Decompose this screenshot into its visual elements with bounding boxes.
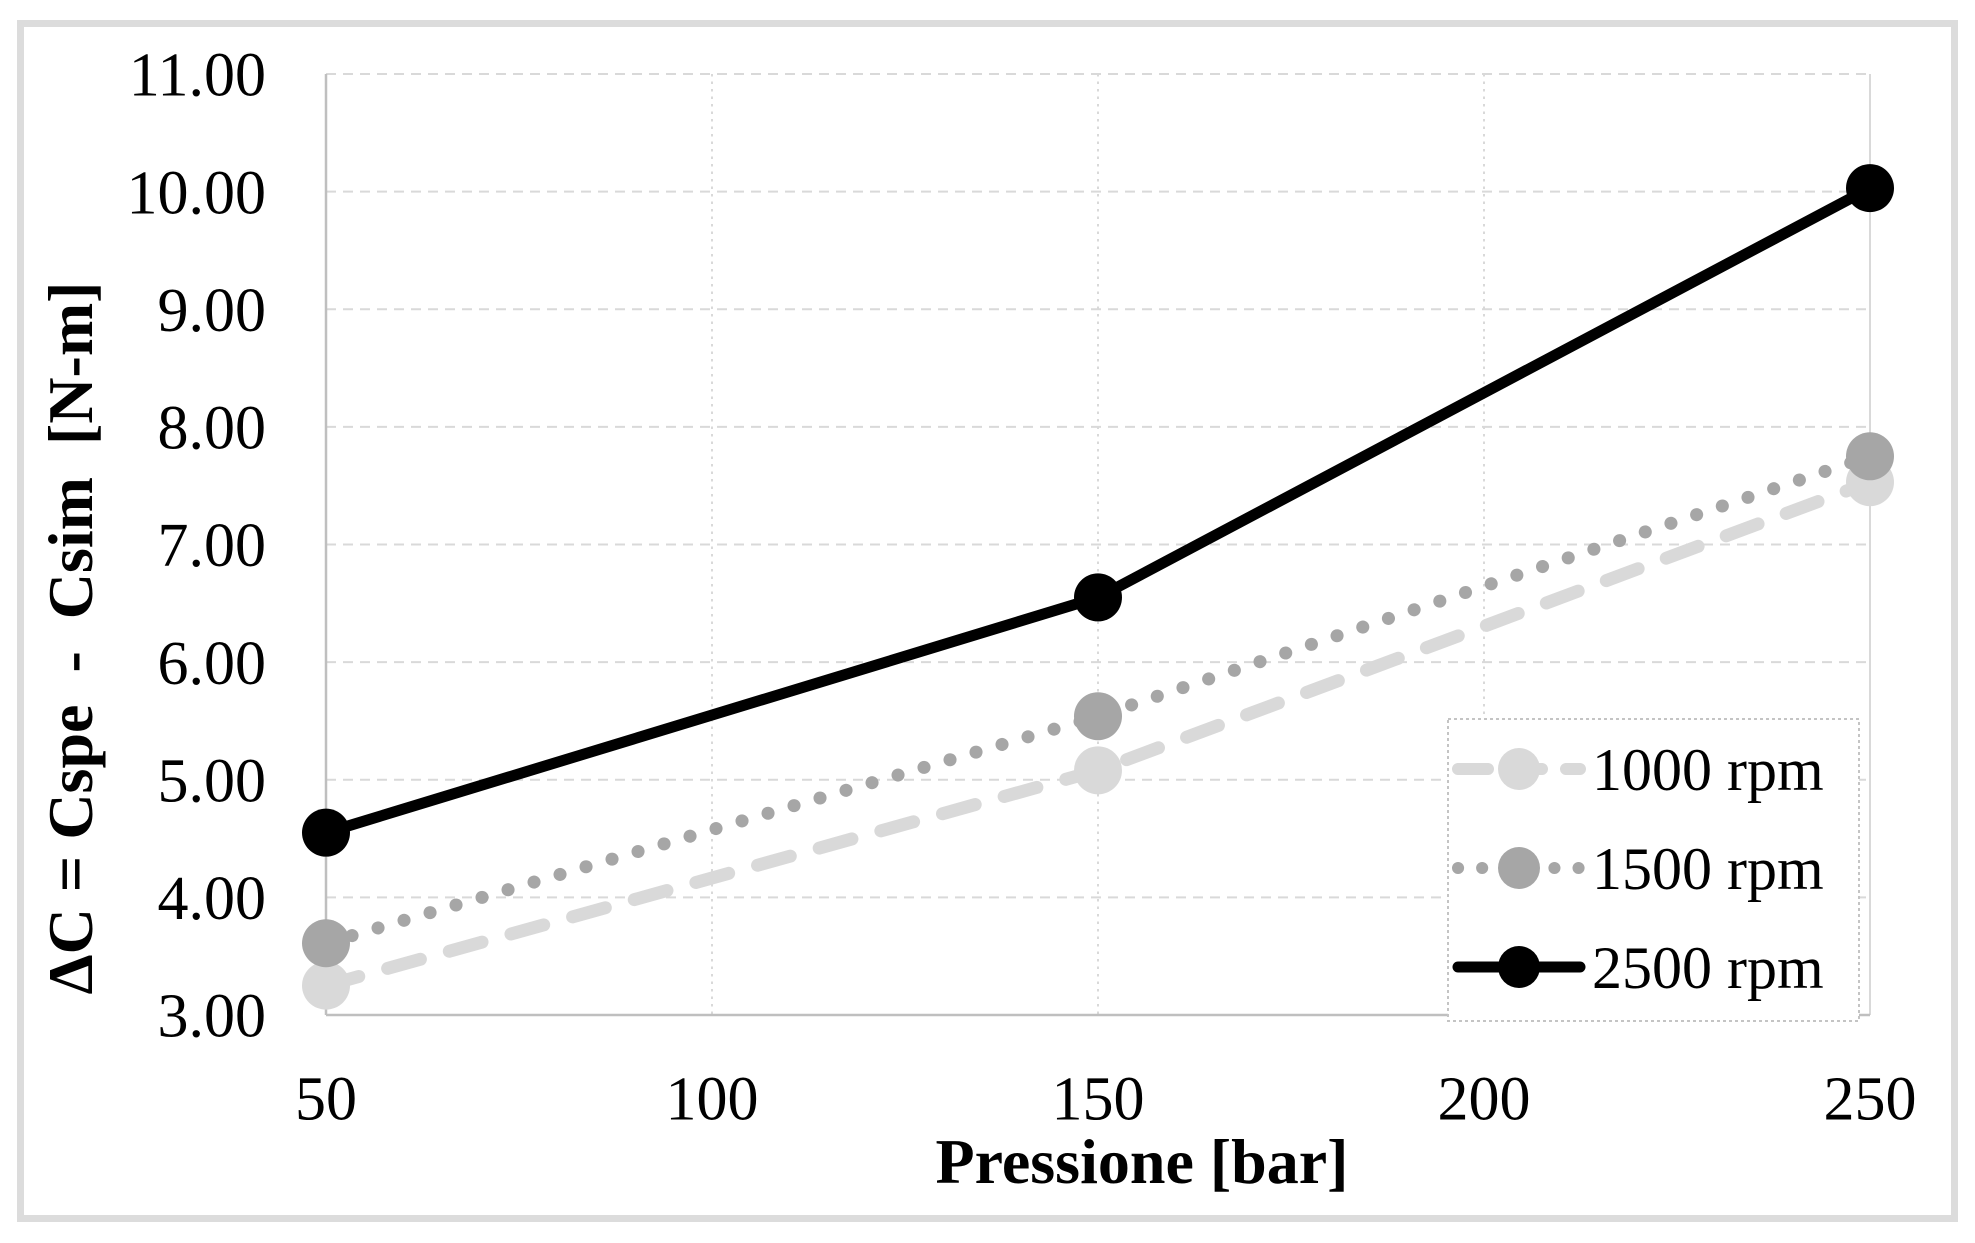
legend-label-1000-rpm: 1000 rpm [1592, 737, 1824, 803]
chart-outer-border [17, 20, 1958, 1222]
y-tick-label: 6.00 [158, 630, 267, 698]
x-tick-label: 150 [1052, 1066, 1145, 1134]
data-point-marker-1000-rpm [302, 961, 350, 1010]
data-point-marker-2500-rpm [1846, 164, 1894, 213]
data-point-marker-2500-rpm [302, 808, 350, 857]
y-tick-label: 11.00 [129, 42, 266, 110]
legend-label-1500-rpm: 1500 rpm [1592, 836, 1824, 902]
legend-marker-2500-rpm [1498, 946, 1540, 988]
y-tick-label: 9.00 [158, 277, 267, 345]
data-point-marker-1000-rpm [1074, 746, 1122, 795]
data-point-marker-1500-rpm [302, 919, 350, 968]
y-axis-title: ΔC = Cspe - Csim [N-m] [35, 281, 106, 995]
data-point-marker-1500-rpm [1846, 432, 1894, 481]
legend-marker-1500-rpm [1498, 847, 1540, 889]
y-tick-label: 4.00 [158, 865, 267, 933]
x-tick-label: 100 [666, 1066, 759, 1134]
data-point-marker-2500-rpm [1074, 573, 1122, 622]
y-tick-label: 5.00 [158, 747, 267, 815]
x-tick-label: 50 [295, 1066, 357, 1134]
y-tick-label: 8.00 [158, 395, 267, 463]
x-tick-label: 250 [1824, 1066, 1917, 1134]
y-tick-label: 7.00 [158, 512, 267, 580]
y-tick-label: 3.00 [158, 983, 267, 1051]
series-line-1500-rpm [319, 449, 1877, 950]
legend-marker-1000-rpm [1498, 748, 1540, 790]
legend-label-2500-rpm: 2500 rpm [1592, 935, 1824, 1001]
y-tick-label: 10.00 [127, 159, 267, 227]
x-tick-label: 200 [1438, 1066, 1531, 1134]
x-axis-title: Pressione [bar] [935, 1126, 1349, 1197]
data-point-marker-1500-rpm [1074, 692, 1122, 741]
